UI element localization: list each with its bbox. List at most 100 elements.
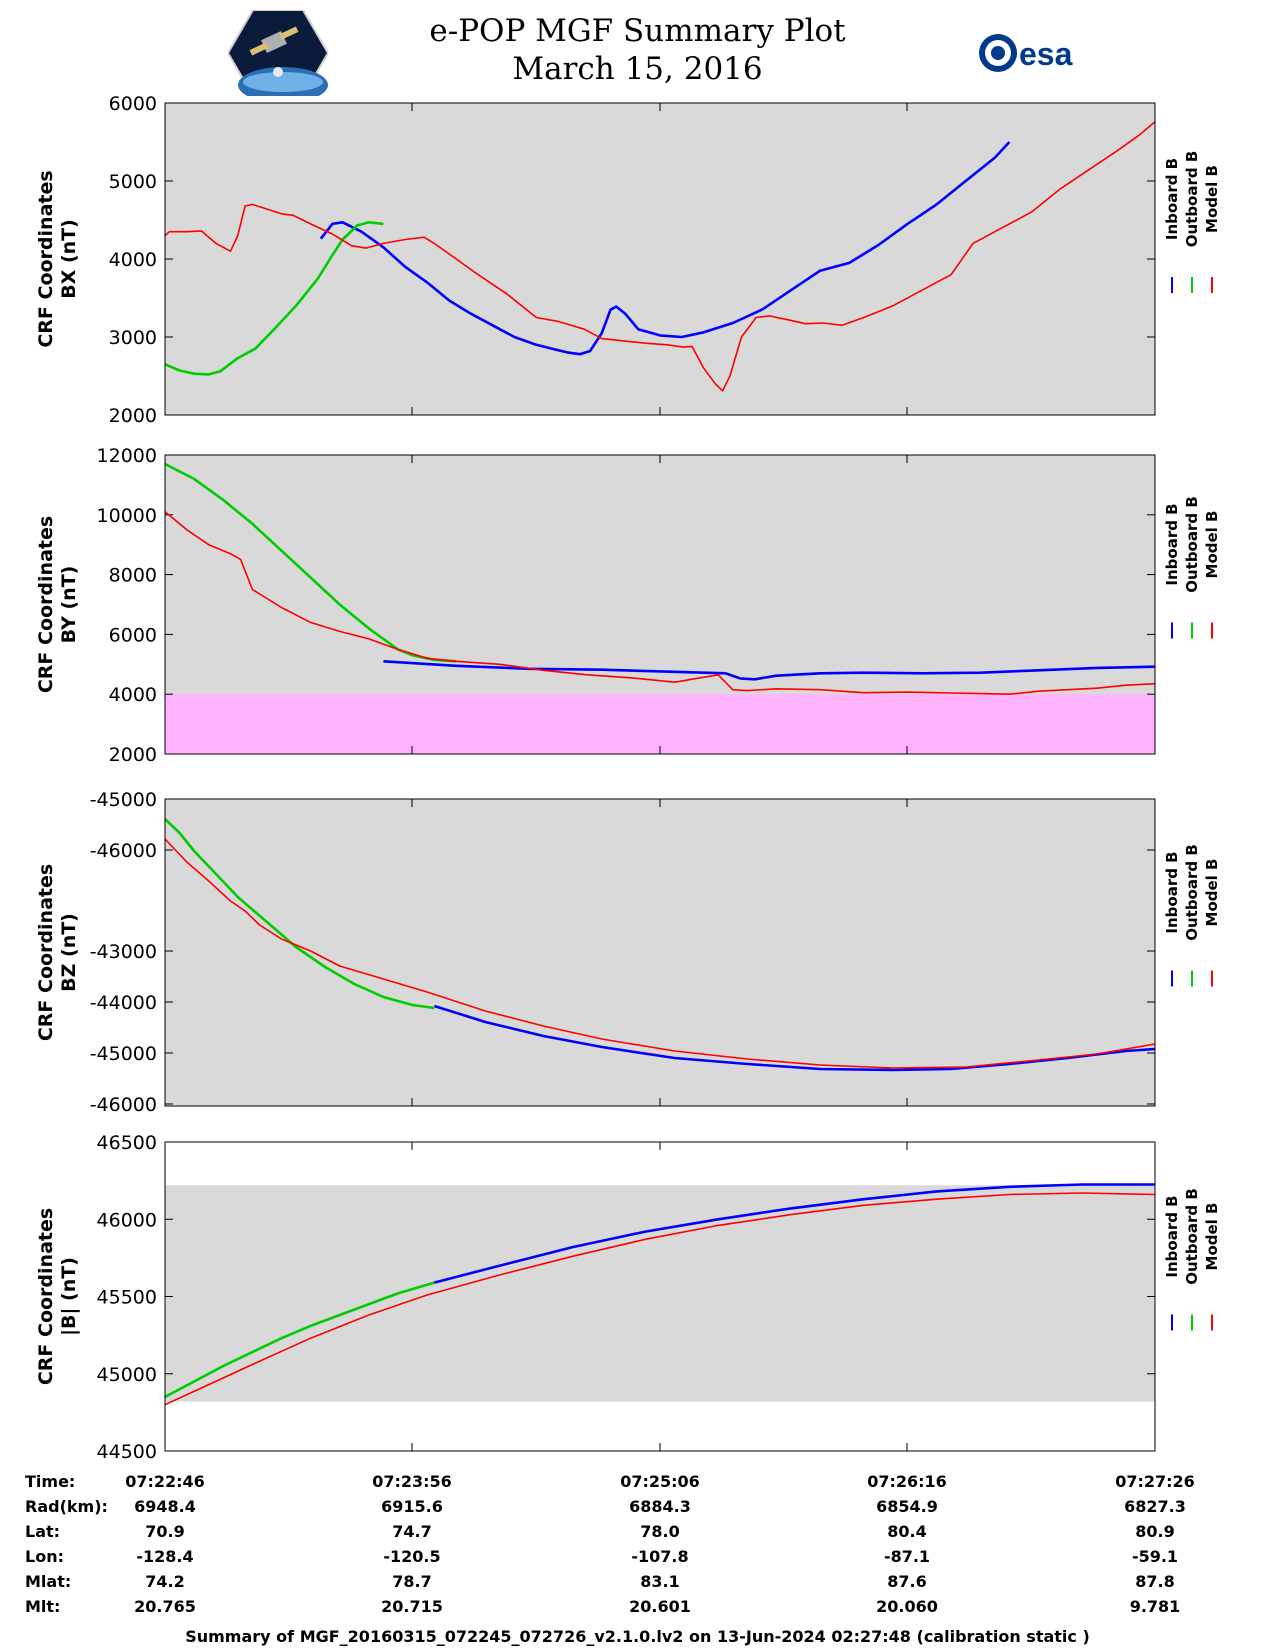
- legend-label: Inboard B: [1163, 158, 1181, 240]
- y-axis-label-line2: |B| (nT): [58, 1257, 80, 1336]
- y-tick-label: -43000: [90, 941, 157, 963]
- y-tick-label: -46000: [90, 1094, 157, 1116]
- series-inboard-b: [433, 1004, 1156, 1072]
- ephemeris-cell: 20.715: [381, 1597, 443, 1616]
- series-model-b: [164, 1192, 1156, 1406]
- ephemeris-table: Time: Rad(km): Lat: Lon: Mlat: Mlt: 07:22:46 69…: [25, 1472, 1195, 1616]
- y-tick-label: 2000: [109, 744, 157, 766]
- panel-3: -45000 -46000 -43000 -44000 -45000 -46000 CRF …: [35, 789, 1221, 1116]
- y-tick-label: 6000: [109, 624, 157, 646]
- ephemeris-cell: 07:23:56: [372, 1472, 452, 1491]
- y-tick-label: 44500: [97, 1441, 157, 1463]
- y-axis-label-line2: BZ (nT): [58, 913, 80, 992]
- panel-frame: [164, 798, 1156, 1107]
- ephemeris-row-label: Rad(km):: [25, 1497, 108, 1516]
- ephemeris-cell: 07:27:26: [1115, 1472, 1195, 1491]
- y-axis-label-line2: BY (nT): [58, 566, 80, 644]
- y-axis-label-line1: CRF Coordinates: [35, 864, 57, 1041]
- ephemeris-cell: 6827.3: [1124, 1497, 1186, 1516]
- ephemeris-cell: 6948.4: [134, 1497, 196, 1516]
- series-outboard-b: [164, 818, 435, 1010]
- y-axis-label-line1: CRF Coordinates: [35, 516, 57, 693]
- ephemeris-cell: 78.0: [640, 1522, 679, 1541]
- series-model-b: [164, 121, 1156, 392]
- esa-logo: esa: [979, 34, 1073, 72]
- series-model-b: [164, 511, 1156, 695]
- y-tick-label: 5000: [109, 171, 157, 193]
- y-tick-label: 46500: [97, 1132, 157, 1154]
- ephemeris-cell: 9.781: [1130, 1597, 1181, 1616]
- panel-background: [165, 103, 1155, 415]
- ephemeris-cell: -107.8: [631, 1547, 688, 1566]
- legend-label: Outboard B: [1183, 844, 1201, 941]
- legend-label: Outboard B: [1183, 496, 1201, 593]
- y-tick-label: -45000: [90, 1043, 157, 1065]
- y-tick-label: 4000: [109, 684, 157, 706]
- ephemeris-cell: 20.601: [629, 1597, 691, 1616]
- y-tick-label: 45000: [97, 1364, 157, 1386]
- ephemeris-cell: 6915.6: [381, 1497, 443, 1516]
- ephemeris-row-label: Mlat:: [25, 1572, 71, 1591]
- panel-2: 2000 4000 6000 8000 10000 12000 CRF Coordinate…: [35, 445, 1221, 766]
- legend-label: Model B: [1203, 511, 1221, 579]
- y-tick-label: 10000: [97, 505, 157, 527]
- y-axis-label-line2: BX (nT): [58, 219, 80, 299]
- esa-logo-text: esa: [1019, 36, 1073, 72]
- series-inboard-b: [433, 1183, 1155, 1284]
- series-inboard-b: [319, 141, 1011, 356]
- legend-label: Inboard B: [1163, 503, 1181, 585]
- y-tick-label: 46000: [97, 1209, 157, 1231]
- ephemeris-cell: 83.1: [640, 1572, 679, 1591]
- panel-frame: [164, 454, 1156, 755]
- series-model-b: [164, 838, 1156, 1069]
- ephemeris-cell: 80.4: [887, 1522, 926, 1541]
- ephemeris-row-label: Lon:: [25, 1547, 64, 1566]
- ephemeris-cell: 20.060: [876, 1597, 938, 1616]
- ephemeris-cell: -87.1: [884, 1547, 930, 1566]
- ephemeris-cell: -128.4: [136, 1547, 193, 1566]
- cassiope-logo: [228, 10, 328, 96]
- y-axis-label-line1: CRF Coordinates: [35, 1208, 57, 1385]
- title-line-2: March 15, 2016: [512, 51, 763, 87]
- legend-label: Model B: [1203, 1203, 1221, 1271]
- panel-frame: [164, 1141, 1156, 1452]
- ephemeris-cell: 07:25:06: [620, 1472, 700, 1491]
- ephemeris-cell: 07:22:46: [125, 1472, 205, 1491]
- ephemeris-cell: 78.7: [392, 1572, 431, 1591]
- y-tick-label: -44000: [90, 992, 157, 1014]
- ephemeris-cell: 70.9: [145, 1522, 184, 1541]
- legend-label: Outboard B: [1183, 151, 1201, 248]
- legend-label: Model B: [1203, 165, 1221, 233]
- y-axis-label-line1: CRF Coordinates: [35, 170, 57, 347]
- legend-label: Model B: [1203, 859, 1221, 927]
- ephemeris-cell: 07:26:16: [867, 1472, 947, 1491]
- ephemeris-cell: 6854.9: [876, 1497, 938, 1516]
- series-outboard-b: [164, 462, 457, 663]
- legend-label: Outboard B: [1183, 1188, 1201, 1285]
- plot-title: e-POP MGF Summary Plot March 15, 2016: [0, 12, 1275, 88]
- panel-4: 44500 45000 45500 46000 46500 CRF Coordinates…: [35, 1132, 1221, 1463]
- ephemeris-cell: 20.765: [134, 1597, 196, 1616]
- data-range-band: [165, 1185, 1155, 1402]
- ephemeris-cell: -120.5: [383, 1547, 440, 1566]
- ephemeris-row-label: Lat:: [25, 1522, 60, 1541]
- pink-band: [165, 694, 1155, 754]
- ephemeris-row-label: Mlt:: [25, 1597, 60, 1616]
- ephemeris-cell: 87.6: [887, 1572, 926, 1591]
- ephemeris-cell: 6884.3: [629, 1497, 691, 1516]
- y-tick-label: 3000: [109, 327, 157, 349]
- footer-caption: Summary of MGF_20160315_072245_072726_v2…: [185, 1627, 1090, 1646]
- y-tick-label: 4000: [109, 249, 157, 271]
- y-tick-label: 12000: [97, 445, 157, 467]
- panel-frame: [164, 102, 1156, 416]
- series-outboard-b: [164, 221, 384, 376]
- ephemeris-cell: 74.7: [392, 1522, 431, 1541]
- ephemeris-cell: 80.9: [1135, 1522, 1174, 1541]
- y-tick-label: -45000: [90, 789, 157, 811]
- ephemeris-cell: 74.2: [145, 1572, 184, 1591]
- y-tick-label: 6000: [109, 93, 157, 115]
- panel-1: 2000 3000 4000 5000 6000 CRF Coordinates BX (n…: [35, 93, 1221, 427]
- title-line-1: e-POP MGF Summary Plot: [429, 13, 846, 49]
- series-outboard-b: [164, 1281, 435, 1399]
